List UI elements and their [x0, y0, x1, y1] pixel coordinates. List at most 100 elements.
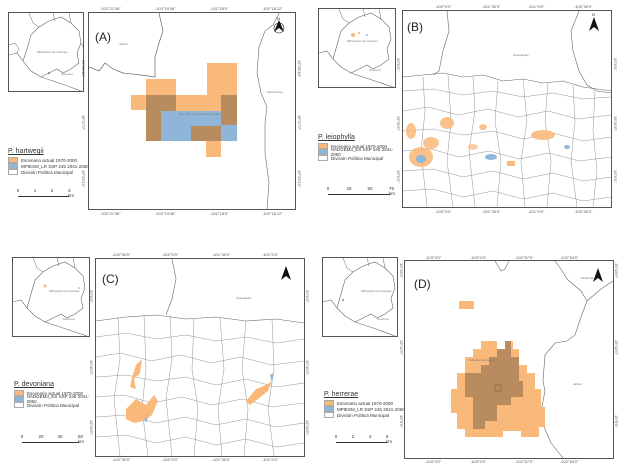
- map-place-label: Guanajuato: [513, 53, 529, 57]
- svg-text:Nvo. San Juan Parangaricutiro: Nvo. San Juan Parangaricutiro: [179, 112, 220, 116]
- inset-map-b: Michoacán de Ocampo Guerrero: [318, 8, 396, 88]
- map-frame-c: Guanajuato: [95, 258, 305, 457]
- coordinate-tick: -101°0'0": [528, 4, 545, 9]
- coordinate-tick: 19°12'0": [399, 340, 404, 355]
- panel-label-a: (A): [95, 30, 111, 44]
- scale-label: 0: [16, 188, 20, 193]
- scale-label: 40: [57, 434, 63, 439]
- coordinate-tick: 19°20'0": [89, 420, 94, 435]
- coordinate-tick: -101°30'0": [482, 4, 501, 9]
- boundary-swatch: [324, 412, 334, 418]
- map-frame-d: Tacámbaro Jalisco Salvador Escalante: [404, 260, 614, 459]
- panel-d: Michoacán de Ocampo Guerrero P. herrerae…: [310, 235, 621, 468]
- coordinate-tick: -102°21'36": [100, 6, 121, 11]
- coordinate-tick: 20°0'0": [89, 290, 94, 303]
- svg-text:Guerrero: Guerrero: [61, 72, 73, 76]
- legend-current-label: Escenario actual 1970-2000: [21, 157, 78, 163]
- north-arrow-icon: [280, 261, 292, 281]
- coordinate-tick: 19°9'0": [399, 415, 404, 428]
- scale-label: 1: [33, 188, 37, 193]
- inset-map-c: Michoacán de Ocampo Guerrero: [12, 257, 90, 337]
- coordinate-tick: -102°18'0": [210, 6, 229, 11]
- coordinate-tick: -102°18'0": [210, 211, 229, 216]
- coordinate-tick: -101°0'0": [528, 209, 545, 214]
- coordinate-tick: 19°12'0": [614, 340, 619, 355]
- svg-text:Tacámbaro: Tacámbaro: [581, 276, 596, 280]
- boundary-swatch: [318, 155, 328, 161]
- map-frame-b: Guanajuato: [402, 10, 612, 208]
- coordinate-tick: 19°0'0": [396, 170, 401, 183]
- inset-state-label: Michoacán de Ocampo: [37, 50, 68, 54]
- coordinate-tick: -103°0'0": [470, 255, 487, 260]
- scale-bar-a: 0 1 2 3 km: [16, 188, 74, 198]
- scale-label: 20: [38, 434, 44, 439]
- future-scenario-swatch: [324, 406, 334, 412]
- scale-label: 0: [326, 186, 330, 191]
- svg-text:Guerrero: Guerrero: [377, 317, 389, 321]
- scale-label: 0: [20, 434, 24, 439]
- svg-text:Guerrero: Guerrero: [369, 68, 381, 72]
- future-scenario-swatch: [8, 163, 18, 169]
- boundary-swatch: [8, 169, 18, 175]
- coordinate-tick: -102°30'0": [112, 252, 131, 257]
- north-arrow-icon: [592, 263, 604, 283]
- scale-label: 0: [334, 434, 338, 439]
- coordinate-tick: -102°16'12": [262, 211, 283, 216]
- coordinate-tick: -101°30'0": [482, 209, 501, 214]
- coordinate-tick: 19°25'12": [81, 170, 86, 188]
- coordinate-tick: -101°30'0": [212, 457, 231, 462]
- scale-bar-b: 0 25 50 75 km: [326, 186, 395, 196]
- svg-text:Salvador Escalante: Salvador Escalante: [469, 358, 495, 362]
- legend-boundary-label: División Política Municipal: [331, 155, 384, 161]
- legend-future-label: MPIESM_LR SSP 245 2041-2060: [21, 163, 89, 169]
- legend-a: P. hartwegii Escenario actual 1970-2000 …: [8, 148, 90, 175]
- current-scenario-swatch: [318, 143, 328, 149]
- coordinate-tick: -101°0'0": [262, 252, 279, 257]
- svg-text:Santa Rosa: Santa Rosa: [267, 90, 283, 94]
- legend-current-label: Escenario actual 1970-2000: [331, 143, 388, 149]
- coordinate-tick: -100°30'0": [574, 209, 593, 214]
- coordinate-tick: -103°3'0": [425, 459, 442, 464]
- coordinate-tick: -100°30'0": [574, 4, 593, 9]
- panel-label-c: (C): [102, 272, 119, 286]
- coordinate-tick: 19°25'12": [297, 170, 302, 188]
- scale-label: 2: [50, 188, 54, 193]
- legend-species-title: P. hartwegii: [8, 148, 44, 155]
- coordinate-tick: -101°30'0": [212, 252, 231, 257]
- scale-bar-c: 0 20 40 60 km: [20, 434, 84, 444]
- coordinate-tick: -102°19'48": [155, 211, 176, 216]
- coordinate-tick: -102°16'12": [262, 6, 283, 11]
- panel-b: Michoacán de Ocampo Guerrero P. leiophyl…: [310, 0, 621, 230]
- coordinate-tick: 20°0'0": [396, 58, 401, 71]
- scale-label: 3 km: [68, 188, 74, 198]
- legend-species-title: P. herrerae: [324, 391, 359, 398]
- coordinate-tick: -102°57'0": [515, 459, 534, 464]
- panel-label-d: (D): [414, 277, 431, 291]
- legend-boundary-label: División Política Municipal: [27, 402, 80, 408]
- legend-boundary-label: División Política Municipal: [337, 412, 390, 418]
- legend-b: P. leiophylla Escenario actual 1970-2000…: [318, 134, 400, 161]
- coordinate-tick: 19°9'0": [614, 415, 619, 428]
- inset-map-a: Michoacán de Ocampo Guerrero: [8, 12, 84, 92]
- legend-current-label: Escenario actual 1970-2000: [337, 400, 394, 406]
- coordinate-tick: -102°0'0": [435, 4, 452, 9]
- coordinate-tick: 19°28'48": [81, 60, 86, 78]
- scale-label: 2: [351, 434, 355, 439]
- scale-label: 25: [346, 186, 352, 191]
- legend-future-label: HADGEM3_ES SSP 245 2041-2060: [26, 394, 90, 404]
- future-scenario-swatch: [318, 149, 328, 155]
- scale-label: 50: [367, 186, 373, 191]
- scale-label: 60 km: [78, 434, 84, 444]
- current-scenario-swatch: [14, 390, 24, 396]
- svg-text:Michoacán de Ocampo: Michoacán de Ocampo: [347, 39, 378, 43]
- coordinate-tick: 19°15'0": [399, 263, 404, 278]
- legend-c: P. devoniana Escenario actual 1970-2000 …: [14, 381, 96, 408]
- legend-d: P. herrerae Escenario actual 1970-2000 M…: [324, 391, 406, 418]
- coordinate-tick: 19°30'0": [613, 116, 618, 131]
- boundary-swatch: [14, 402, 24, 408]
- coordinate-tick: -102°0'0": [162, 252, 179, 257]
- svg-text:Jalisco: Jalisco: [119, 42, 129, 46]
- svg-text:Michoacán de Ocampo: Michoacán de Ocampo: [361, 289, 392, 293]
- coordinate-tick: -102°54'0": [560, 255, 579, 260]
- legend-future-label: MPIESM_LR SSP 245 2041-2060: [337, 406, 405, 412]
